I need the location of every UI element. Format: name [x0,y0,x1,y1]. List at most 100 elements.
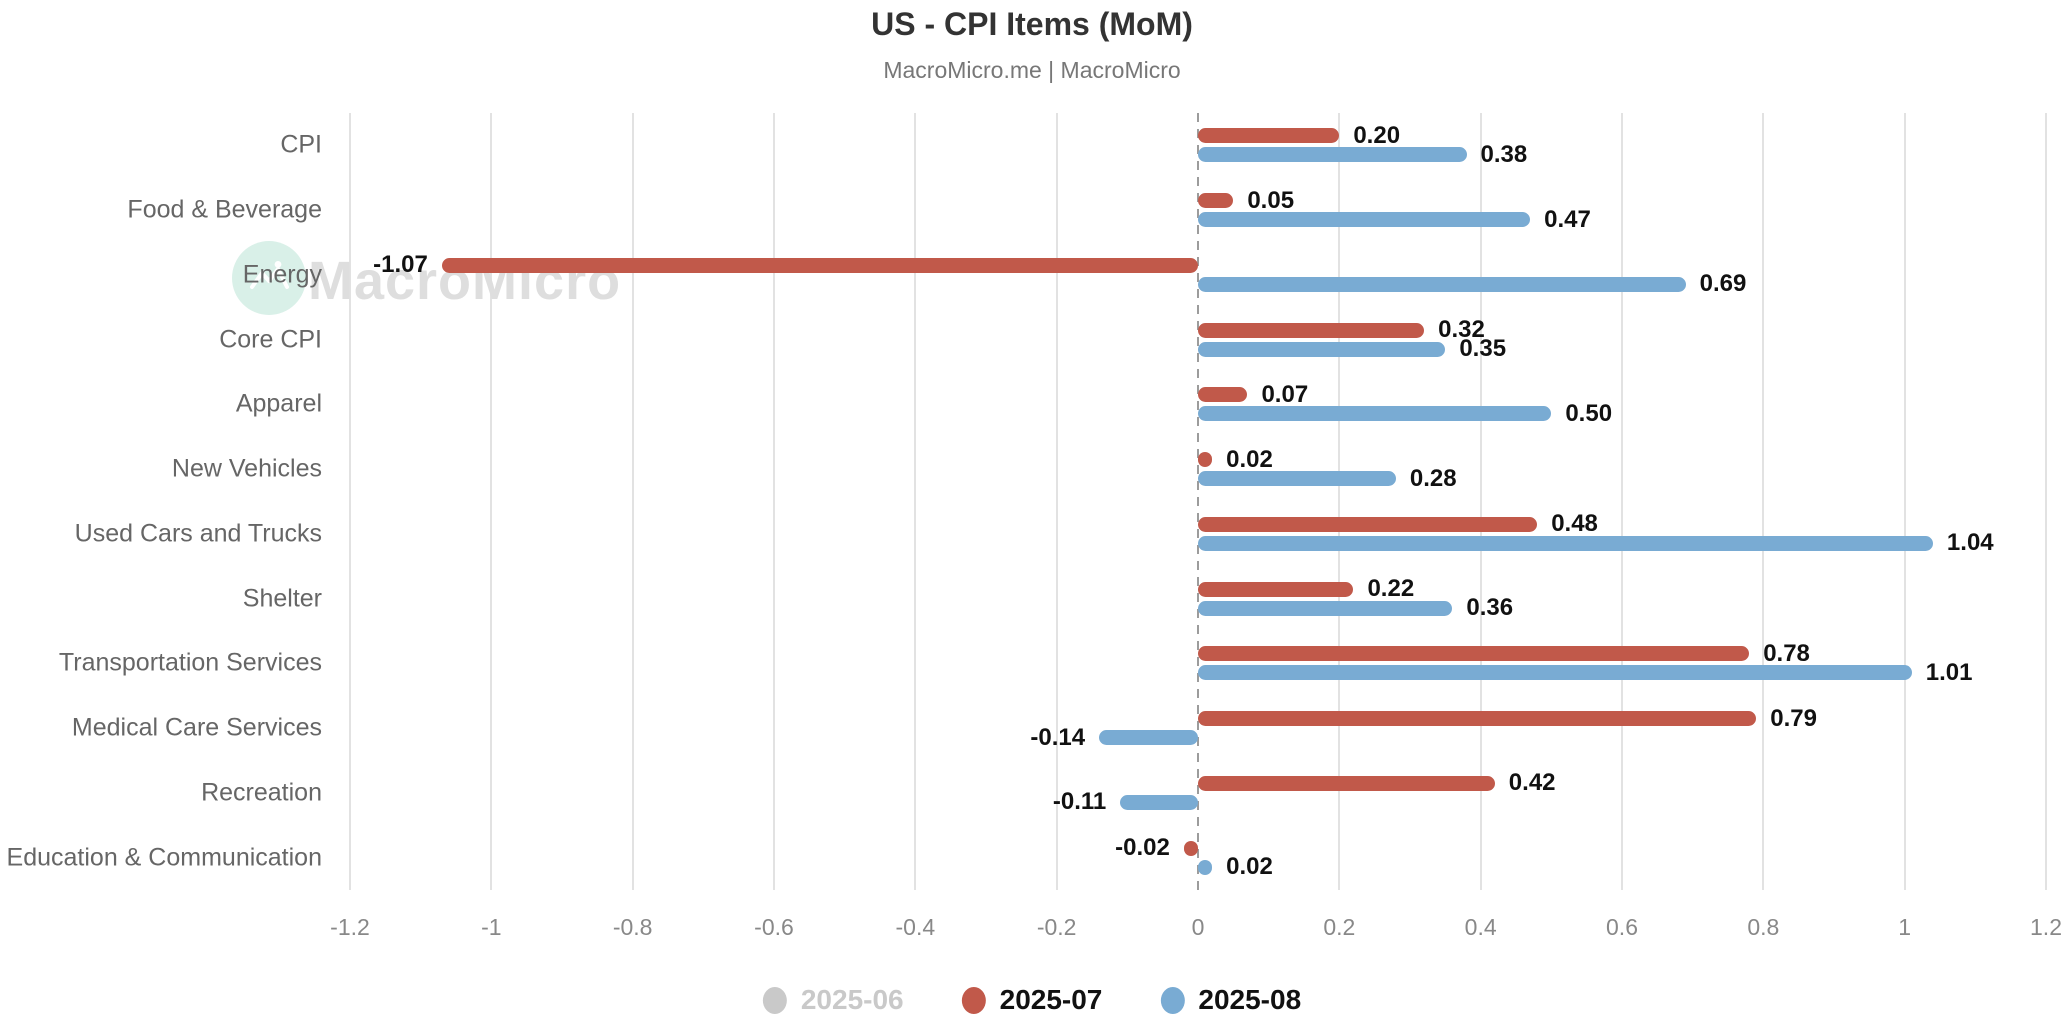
gridline [1338,113,1341,890]
category-axis: CPI Food & Beverage Energy Core CPI Apparel N… [0,113,322,890]
x-tick-label: 0 [1191,914,1205,940]
value-label-2025-07-used-cars-and-trucks: 0.48 [1551,510,1598,538]
bar-2025-08-apparel[interactable] [1198,406,1552,422]
value-label-2025-07-food-beverage: 0.05 [1247,186,1295,214]
category-label-medical-care-services: Medical Care Services [71,713,322,742]
legend-marker-2025-07 [961,986,986,1014]
value-label-2025-08-food-beverage: 0.47 [1544,205,1591,233]
legend-label-2025-06: 2025-06 [800,984,904,1015]
category-label-used-cars-and-trucks: Used Cars and Trucks [74,519,322,548]
category-label-education-communication: Education & Communication [6,843,322,872]
bar-2025-07-core-cpi[interactable] [1198,322,1425,338]
x-tick-label: 1 [1898,914,1912,940]
zero-gridline [1197,113,1199,890]
value-label-2025-07-recreation: 0.42 [1508,769,1556,797]
value-label-2025-07-education-communication: -0.02 [1115,834,1170,862]
legend-marker-2025-06 [762,986,787,1014]
x-tick-label: 0.6 [1606,914,1638,940]
value-label-2025-08-transportation-services: 1.01 [1925,658,1973,686]
gridline [631,113,634,890]
bar-2025-08-transportation-services[interactable] [1198,665,1912,681]
macromicro-logo-icon [232,241,306,315]
x-tick-label: -0.2 [1036,914,1077,940]
value-label-2025-07-medical-care-services: 0.79 [1770,704,1817,732]
page-subtitle: MacroMicro.me | MacroMicro [883,57,1181,83]
gridline [349,113,351,890]
bar-2025-08-medical-care-services[interactable] [1099,730,1198,746]
category-label-energy: Energy [242,260,322,289]
value-label-2025-08-energy: 0.69 [1699,270,1747,298]
category-label-transportation-services: Transportation Services [58,648,322,677]
value-label-2025-08-recreation: -0.11 [1052,788,1107,816]
category-label-core-cpi: Core CPI [219,325,322,354]
category-label-apparel: Apparel [235,389,322,418]
bar-2025-07-education-communication[interactable] [1183,840,1198,856]
legend-marker-2025-08 [1160,986,1185,1014]
value-label-2025-07-new-vehicles: 0.02 [1226,445,1273,473]
bar-2025-08-shelter[interactable] [1198,600,1453,616]
value-label-2025-08-core-cpi: 0.35 [1459,335,1507,363]
gridline [2045,113,2047,890]
value-label-2025-08-shelter: 0.36 [1466,594,1514,622]
category-label-shelter: Shelter [242,584,322,613]
gridline [490,113,493,890]
bar-2025-08-recreation[interactable] [1120,794,1198,810]
value-label-2025-07-apparel: 0.07 [1261,380,1309,408]
bar-2025-08-energy[interactable] [1198,276,1686,292]
legend-label-2025-08: 2025-08 [1198,984,1302,1015]
category-label-new-vehicles: New Vehicles [171,454,322,483]
x-tick-label: -1.2 [330,914,370,940]
value-label-2025-08-used-cars-and-trucks: 1.04 [1946,529,1994,557]
gridline [773,113,775,890]
gridline [1055,113,1058,890]
value-label-2025-08-education-communication: 0.02 [1226,853,1273,881]
bar-2025-07-energy[interactable] [441,257,1198,273]
x-tick-label: -1 [481,914,502,940]
mountain-logo-glyph [250,261,289,289]
x-tick-label: 0.4 [1464,914,1497,940]
bar-2025-08-food-beverage[interactable] [1198,212,1531,228]
x-tick-label: -0.6 [754,914,794,940]
bar-2025-07-transportation-services[interactable] [1198,646,1750,662]
legend-label-2025-07: 2025-07 [999,984,1103,1015]
bar-2025-07-used-cars-and-trucks[interactable] [1198,516,1538,532]
bar-2025-07-food-beverage[interactable] [1198,193,1234,209]
page-title: US - CPI Items (MoM) [871,6,1193,42]
legend-item-2025-08[interactable]: 2025-08 [1160,984,1301,1016]
value-label-2025-07-cpi: 0.20 [1353,121,1401,149]
gridline [1621,113,1623,890]
gridline [1762,113,1765,890]
x-tick-label: -0.4 [895,914,936,940]
bar-2025-07-new-vehicles[interactable] [1198,452,1213,468]
value-label-2025-08-apparel: 0.50 [1565,399,1613,427]
gridline [914,113,917,890]
x-tick-label: 1.2 [2030,914,2062,940]
x-tick-label: 0.2 [1323,914,1356,940]
x-tick-label: -0.8 [612,914,653,940]
legend-item-2025-07[interactable]: 2025-07 [961,984,1103,1016]
bar-2025-07-recreation[interactable] [1198,775,1495,791]
category-label-recreation: Recreation [201,778,322,807]
legend-item-2025-06[interactable]: 2025-06 [762,984,904,1016]
bar-2025-08-new-vehicles[interactable] [1198,471,1396,487]
value-label-2025-07-transportation-services: 0.78 [1763,639,1810,667]
bar-2025-07-shelter[interactable] [1198,581,1354,597]
value-label-2025-07-energy: -1.07 [373,251,428,279]
bar-2025-08-used-cars-and-trucks[interactable] [1198,535,1933,551]
bar-2025-07-medical-care-services[interactable] [1198,711,1757,727]
bar-2025-08-education-communication[interactable] [1198,859,1213,875]
plot-area: -1.2 -1 -0.8 -0.6 -0.4 -0.2 0 0.2 0.4 0.6 0.8 1 1.2 0… [330,113,2062,940]
bar-2025-08-core-cpi[interactable] [1198,341,1446,357]
value-label-2025-08-cpi: 0.38 [1480,140,1528,168]
value-label-2025-08-new-vehicles: 0.28 [1409,464,1457,492]
gridline [1479,113,1482,890]
category-label-food-beverage: Food & Beverage [127,195,322,224]
bar-2025-07-cpi[interactable] [1198,128,1340,144]
gridline [1903,113,1906,890]
bar-2025-08-cpi[interactable] [1198,147,1467,163]
bar-2025-07-apparel[interactable] [1198,387,1248,403]
value-label-2025-07-core-cpi: 0.32 [1438,316,1485,344]
x-tick-label: 0.8 [1747,914,1780,940]
category-label-cpi: CPI [280,130,322,159]
